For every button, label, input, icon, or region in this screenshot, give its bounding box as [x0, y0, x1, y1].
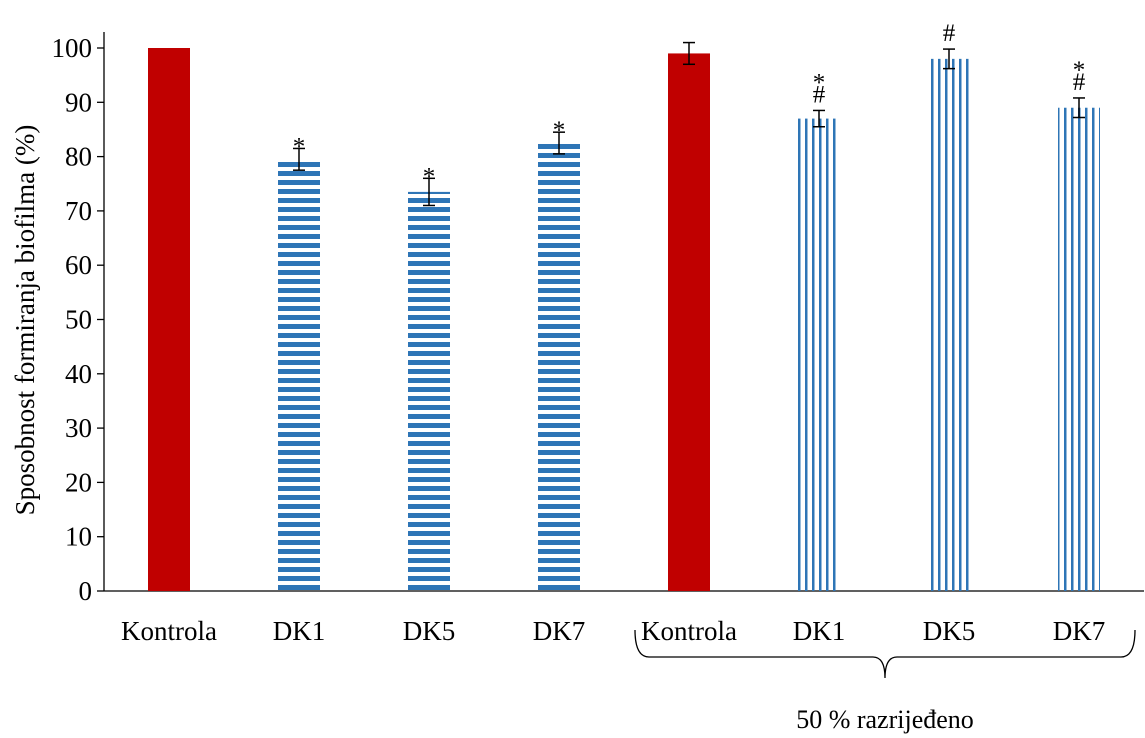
bar-8 — [1058, 107, 1100, 591]
bar-4 — [538, 143, 580, 591]
bar-2 — [278, 159, 320, 591]
bar-6 — [798, 118, 840, 591]
y-tick-label: 40 — [65, 359, 92, 389]
y-tick-label: 10 — [65, 522, 92, 552]
bar-7 — [928, 58, 970, 592]
category-label: DK5 — [923, 616, 976, 646]
category-label: DK5 — [403, 616, 456, 646]
significance-asterisk: * — [423, 163, 436, 190]
significance-annotations: ***#*##* — [293, 20, 1086, 190]
bar-1 — [148, 48, 190, 591]
bars — [148, 48, 1100, 592]
category-label: Kontrola — [641, 616, 737, 646]
group-brace — [634, 629, 1136, 679]
y-axis: 0 10 20 30 40 50 60 70 80 90 100 — [52, 32, 105, 606]
significance-asterisk: * — [553, 117, 566, 144]
significance-hash: # — [943, 20, 956, 47]
category-label: DK7 — [533, 616, 586, 646]
y-tick-label: 30 — [65, 413, 92, 443]
category-labels: Kontrola DK1 DK5 DK7 Kontrola DK1 DK5 DK7 — [121, 616, 1105, 646]
category-label: DK1 — [273, 616, 326, 646]
y-tick-label: 20 — [65, 467, 92, 497]
significance-hash: # — [813, 81, 826, 108]
significance-asterisk: * — [813, 69, 826, 96]
error-bars — [293, 41, 1085, 207]
y-tick-label: 90 — [65, 87, 92, 117]
group-label: 50 % razrijeđeno — [796, 705, 974, 734]
category-label: DK7 — [1053, 616, 1106, 646]
y-tick-label: 70 — [65, 196, 92, 226]
bar-3 — [408, 191, 450, 591]
bar-5 — [668, 53, 710, 592]
y-tick-label: 0 — [79, 576, 93, 606]
significance-asterisk: * — [1073, 57, 1086, 84]
significance-asterisk: * — [293, 133, 306, 160]
significance-hash: # — [1073, 69, 1086, 96]
y-tick-label: 50 — [65, 305, 92, 335]
y-tick-label: 60 — [65, 250, 92, 280]
y-tick-label: 80 — [65, 142, 92, 172]
category-label: Kontrola — [121, 616, 217, 646]
category-label: DK1 — [793, 616, 846, 646]
y-tick-label: 100 — [52, 33, 93, 63]
y-axis-title: Sposobnost formiranja biofilma (%) — [10, 125, 40, 516]
